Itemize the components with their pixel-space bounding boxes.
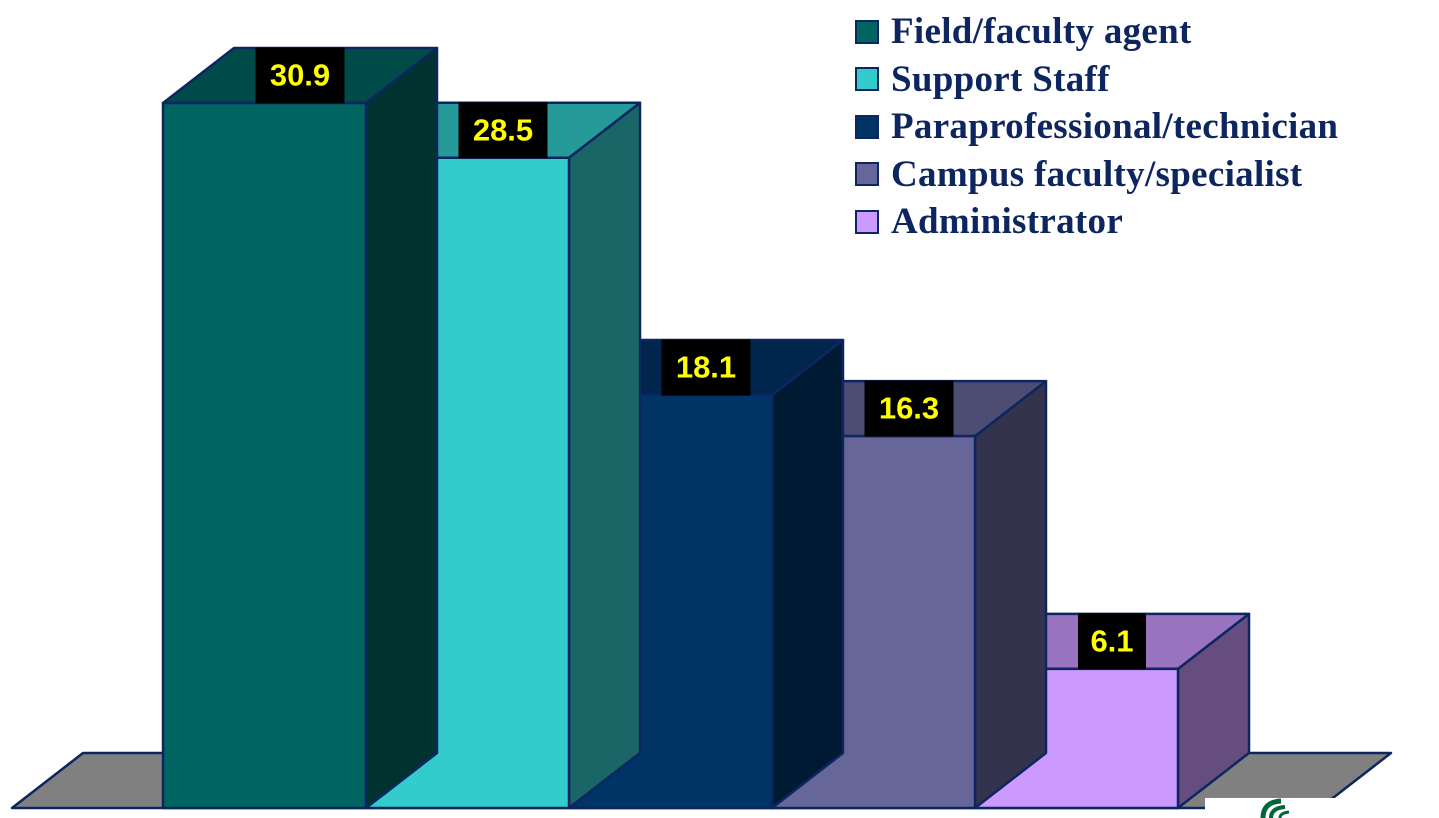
bar (161, 46, 439, 810)
legend-swatch (855, 67, 879, 92)
legend-swatch (855, 209, 879, 234)
data-label-text: 30.9 (270, 58, 330, 93)
data-label: 30.9 (255, 47, 345, 104)
legend-swatch (855, 162, 879, 187)
data-label-text: 16.3 (879, 391, 939, 426)
logo-icon (1205, 798, 1439, 818)
legend-item-administrator: Administrator (855, 198, 1338, 246)
data-label-box (864, 380, 954, 437)
legend-swatch (855, 114, 879, 139)
data-label-text: 28.5 (473, 112, 533, 147)
legend-label: Support Staff (891, 58, 1110, 100)
chart-legend: Field/faculty agent Support Staff Parapr… (855, 8, 1338, 246)
data-label-text: 18.1 (676, 350, 736, 385)
legend-label: Paraprofessional/technician (891, 106, 1339, 147)
bar-side (364, 46, 439, 810)
data-label-box (1078, 613, 1146, 670)
data-label-box (255, 47, 345, 104)
data-label: 6.1 (1078, 613, 1146, 670)
legend-item-field-faculty-agent: Field/faculty agent (855, 8, 1338, 56)
data-label: 16.3 (864, 380, 954, 437)
bar-front (161, 101, 368, 810)
data-label-box (458, 102, 548, 159)
legend-item-campus-faculty-specialist: Campus faculty/specialist (855, 151, 1338, 199)
bar-side (770, 338, 845, 810)
bar-side (973, 379, 1048, 810)
legend-item-support-staff: Support Staff (855, 56, 1338, 104)
data-label: 28.5 (458, 102, 548, 159)
data-label: 18.1 (661, 339, 751, 396)
legend-label: Field/faculty agent (891, 11, 1192, 52)
legend-label: Administrator (891, 201, 1124, 242)
bar-side (567, 101, 642, 810)
legend-swatch (855, 19, 879, 44)
legend-item-paraprofessional-technician: Paraprofessional/technician (855, 103, 1338, 151)
legend-label: Campus faculty/specialist (891, 153, 1303, 195)
data-label-box (661, 339, 751, 396)
data-label-text: 6.1 (1090, 623, 1133, 658)
